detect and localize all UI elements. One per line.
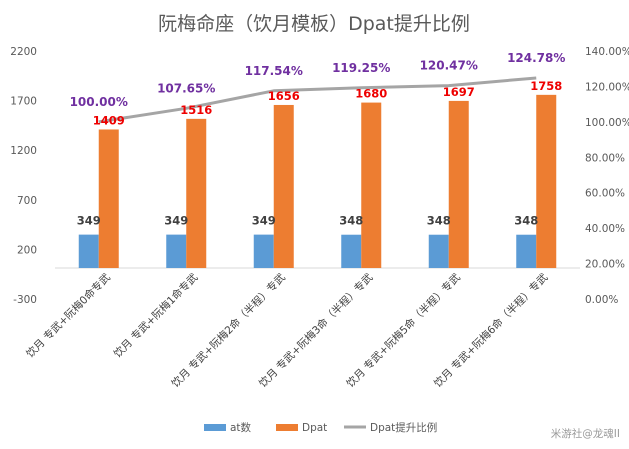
bar-dpat xyxy=(273,104,294,268)
label-at: 348 xyxy=(427,214,451,228)
legend-label-dpat: Dpat xyxy=(302,422,327,434)
legend-label-at: at数 xyxy=(230,421,252,434)
axes: -300 200 700 1200 1700 2200 0.00% 20.00% 40.00% 6… xyxy=(10,46,629,306)
bar-dpat xyxy=(361,102,382,268)
bar-dpat xyxy=(186,118,207,268)
bar-at xyxy=(516,234,537,268)
ratio-line-path xyxy=(98,76,537,124)
y-right-tick-label: 140.00% xyxy=(585,46,629,58)
bar-dpat xyxy=(448,100,469,268)
y-right-tick-label: 80.00% xyxy=(585,152,625,164)
legend-swatch-dpat xyxy=(276,424,298,431)
category-label: 饮月 专武+阮梅0命专武 xyxy=(24,271,114,361)
label-dpat: 1697 xyxy=(443,85,475,99)
bar-dpat xyxy=(98,129,119,268)
label-at: 349 xyxy=(252,214,276,228)
y-right-tick-label: 60.00% xyxy=(585,188,625,200)
y-right-tick-label: 20.00% xyxy=(585,259,625,271)
label-dpat: 1409 xyxy=(93,113,125,127)
label-at: 348 xyxy=(514,214,538,228)
label-dpat: 1680 xyxy=(355,87,387,101)
label-dpat: 1516 xyxy=(180,103,212,117)
y-left-tick-label: 1200 xyxy=(10,145,37,157)
bar-at xyxy=(341,234,362,268)
bar-dpat xyxy=(536,94,557,268)
y-right-tick-label: 120.00% xyxy=(585,81,629,93)
label-at: 349 xyxy=(77,214,101,228)
legend-swatch-at xyxy=(204,424,226,431)
watermark-text: 米游社@龙魂II xyxy=(551,427,620,440)
label-ratio: 124.78% xyxy=(507,51,565,65)
label-at: 348 xyxy=(339,214,363,228)
label-ratio: 100.00% xyxy=(70,95,128,109)
bar-at xyxy=(253,234,274,268)
y-left-tick-label: 700 xyxy=(17,195,37,207)
y-right-tick-label: 40.00% xyxy=(585,223,625,235)
bar-at xyxy=(166,234,187,268)
chart-title: 阮梅命座（饮月模板）Dpat提升比例 xyxy=(158,13,470,35)
label-ratio: 107.65% xyxy=(157,81,215,95)
y-left-tick-label: 1700 xyxy=(10,96,37,108)
legend-label-ratio: Dpat提升比例 xyxy=(370,421,437,434)
bars xyxy=(78,94,557,268)
bar-at xyxy=(428,234,449,268)
ratio-line xyxy=(98,76,537,124)
legend: at数 Dpat Dpat提升比例 xyxy=(204,421,437,434)
bar-at xyxy=(78,234,99,268)
y-left-tick-label: 200 xyxy=(17,244,37,256)
y-left-tick-label: -300 xyxy=(13,294,37,306)
label-ratio: 119.25% xyxy=(332,61,390,75)
label-ratio: 117.54% xyxy=(245,64,303,78)
y-right-tick-label: 0.00% xyxy=(585,294,618,306)
label-at: 349 xyxy=(164,214,188,228)
data-labels: 349 1409 349 1516 349 1656 348 1680 348 1697 348 17… xyxy=(70,51,566,228)
label-ratio: 120.47% xyxy=(420,59,478,73)
label-dpat: 1656 xyxy=(268,89,300,103)
y-right-tick-label: 100.00% xyxy=(585,117,629,129)
label-dpat: 1758 xyxy=(530,79,562,93)
category-label: 饮月 专武+阮梅1命专武 xyxy=(111,271,201,361)
y-left-tick-label: 2200 xyxy=(10,46,37,58)
